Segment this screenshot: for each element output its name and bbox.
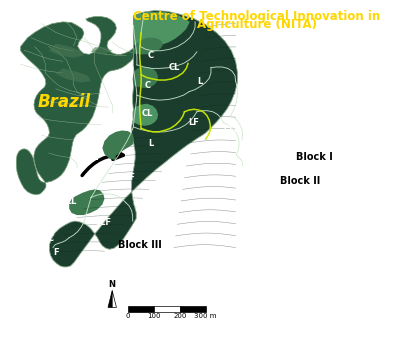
Text: CLF: CLF bbox=[213, 167, 230, 176]
Text: Agriculture (NITA): Agriculture (NITA) bbox=[197, 18, 317, 31]
Text: C: C bbox=[148, 51, 154, 60]
Text: 0: 0 bbox=[126, 313, 130, 319]
Polygon shape bbox=[133, 104, 158, 126]
Text: L: L bbox=[148, 139, 154, 148]
Text: F: F bbox=[53, 248, 59, 257]
Polygon shape bbox=[102, 131, 134, 160]
Text: LF: LF bbox=[188, 118, 199, 127]
Text: L: L bbox=[198, 77, 203, 86]
Text: F: F bbox=[275, 152, 281, 160]
Text: L: L bbox=[92, 153, 97, 162]
Text: Block II: Block II bbox=[280, 176, 320, 186]
Polygon shape bbox=[133, 12, 190, 47]
Bar bbox=[180, 306, 206, 312]
Polygon shape bbox=[112, 291, 116, 308]
Polygon shape bbox=[56, 68, 91, 82]
Text: LF: LF bbox=[124, 172, 135, 182]
Polygon shape bbox=[69, 189, 104, 215]
Text: CF: CF bbox=[194, 202, 206, 211]
Polygon shape bbox=[133, 67, 158, 88]
Text: CF: CF bbox=[242, 179, 254, 189]
Text: CLF: CLF bbox=[95, 218, 112, 227]
Polygon shape bbox=[50, 11, 237, 267]
Text: CL: CL bbox=[168, 63, 180, 72]
Text: 200: 200 bbox=[173, 313, 186, 319]
Polygon shape bbox=[16, 17, 140, 195]
Polygon shape bbox=[91, 47, 112, 54]
Bar bbox=[128, 306, 154, 312]
Text: N: N bbox=[109, 280, 116, 289]
Polygon shape bbox=[49, 44, 84, 58]
Text: CF: CF bbox=[254, 143, 266, 152]
Text: LF: LF bbox=[181, 152, 192, 160]
Text: F: F bbox=[263, 208, 268, 217]
Text: C: C bbox=[48, 234, 54, 243]
Text: Centre of Technological Innovation in: Centre of Technological Innovation in bbox=[133, 10, 380, 23]
Polygon shape bbox=[108, 291, 112, 308]
Polygon shape bbox=[133, 38, 163, 54]
Text: 100: 100 bbox=[147, 313, 161, 319]
Text: CL: CL bbox=[66, 197, 77, 206]
Bar bbox=[154, 306, 180, 312]
Text: Block I: Block I bbox=[296, 152, 332, 161]
Text: CLF: CLF bbox=[224, 125, 241, 134]
Text: C: C bbox=[144, 81, 150, 90]
Text: 300 m: 300 m bbox=[194, 313, 217, 319]
Text: Block III: Block III bbox=[118, 240, 161, 250]
Text: Brazil: Brazil bbox=[38, 93, 91, 111]
Text: CL: CL bbox=[142, 109, 153, 118]
